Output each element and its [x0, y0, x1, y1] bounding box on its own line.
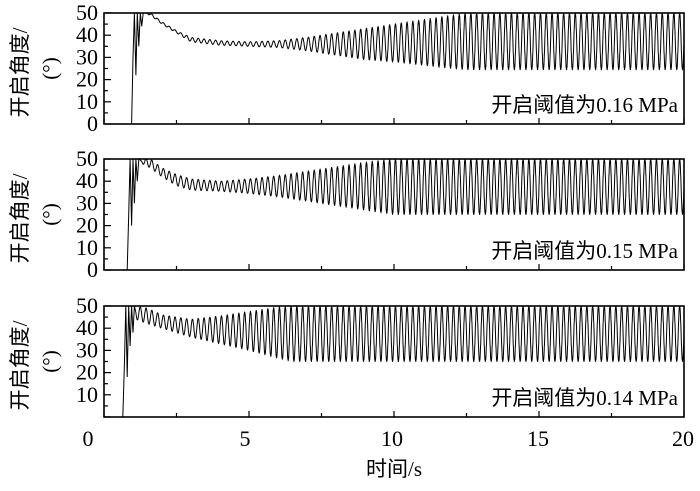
y-axis-label: 开启角度/	[8, 320, 32, 410]
annotation-bg	[414, 90, 680, 118]
threshold-annotation: 开启阈值为0.15 MPa	[491, 239, 678, 263]
y-axis-unit: (°)	[38, 350, 62, 372]
y-tick-label: 10	[76, 235, 98, 260]
y-tick-label: 20	[76, 213, 98, 238]
x-tick-label: 5	[240, 426, 251, 451]
x-tick-label: 20	[672, 426, 694, 451]
y-tick-label: 30	[76, 190, 98, 215]
y-axis-label: 开启角度/	[8, 173, 32, 263]
x-tick-label: 0	[83, 426, 94, 451]
series-line	[131, 12, 685, 125]
y-tick-label: 40	[76, 168, 98, 193]
series-line	[126, 158, 685, 271]
x-tick-label: 15	[527, 426, 549, 451]
y-tick-label: 10	[76, 89, 98, 114]
y-axis-label: 开启角度/	[8, 27, 32, 117]
annotation-bg	[414, 383, 680, 411]
y-tick-label: 0	[87, 257, 98, 282]
y-tick-label: 30	[76, 337, 98, 362]
y-tick-label: 30	[76, 44, 98, 69]
y-tick-label: 50	[76, 293, 98, 318]
y-tick-label: 50	[76, 0, 98, 25]
series-line	[122, 305, 685, 418]
y-tick-label: 20	[76, 67, 98, 92]
y-tick-label: 50	[76, 146, 98, 171]
y-tick-label: 40	[76, 22, 98, 47]
y-tick-label: 0	[87, 111, 98, 136]
y-axis-unit: (°)	[38, 203, 62, 225]
y-tick-label: 40	[76, 315, 98, 340]
x-axis-label: 时间/s	[366, 457, 422, 481]
threshold-annotation: 开启阈值为0.14 MPa	[491, 386, 678, 410]
x-tick-label: 10	[381, 426, 403, 451]
y-tick-label: 10	[76, 382, 98, 407]
threshold-annotation: 开启阈值为0.16 MPa	[491, 93, 678, 117]
y-tick-label: 20	[76, 360, 98, 385]
annotation-bg	[414, 236, 680, 264]
y-axis-unit: (°)	[38, 57, 62, 79]
